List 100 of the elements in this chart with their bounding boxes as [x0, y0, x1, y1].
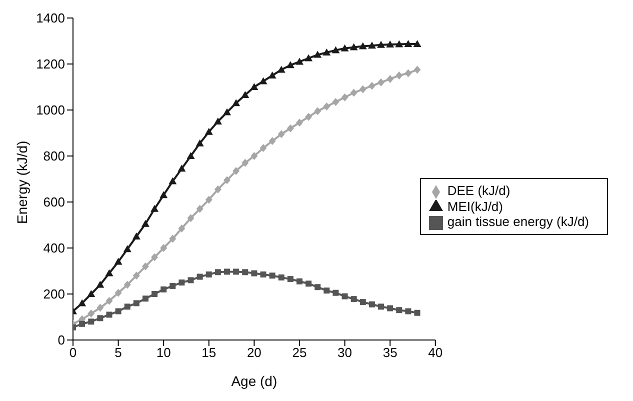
- point: [260, 144, 267, 152]
- point: [242, 269, 248, 276]
- point: [332, 98, 340, 106]
- point: [96, 304, 104, 312]
- point: [250, 83, 258, 90]
- point: [214, 185, 222, 194]
- point: [377, 40, 386, 48]
- point: [296, 278, 302, 284]
- point: [214, 269, 221, 276]
- point: [414, 310, 420, 316]
- point: [187, 214, 194, 222]
- point: [250, 152, 258, 160]
- point: [188, 277, 194, 284]
- point: [241, 91, 250, 98]
- point: [87, 290, 96, 297]
- point: [404, 69, 412, 78]
- point: [206, 271, 212, 278]
- y-tick-label: 800: [43, 148, 65, 164]
- point: [287, 276, 294, 282]
- point: [88, 318, 94, 325]
- point: [359, 85, 366, 94]
- point: [223, 108, 232, 116]
- point: [304, 54, 313, 62]
- point: [342, 293, 348, 300]
- point: [168, 177, 177, 184]
- x-tick-label: 15: [202, 345, 216, 360]
- x-tick-label: 40: [428, 345, 443, 360]
- x-tick-label: 35: [382, 345, 398, 360]
- point: [79, 320, 86, 327]
- point: [96, 280, 104, 288]
- point: [414, 66, 421, 74]
- y-tick-label: 200: [43, 286, 65, 302]
- point: [295, 58, 304, 65]
- point: [204, 128, 213, 135]
- point: [224, 268, 230, 275]
- x-tick-label: 5: [114, 345, 122, 360]
- point: [358, 42, 367, 50]
- point: [278, 130, 285, 138]
- point: [205, 196, 212, 204]
- point: [306, 280, 312, 287]
- point: [160, 191, 168, 198]
- point: [142, 296, 148, 302]
- x-tick-label: 30: [338, 345, 352, 360]
- point: [160, 286, 167, 292]
- point: [124, 280, 131, 289]
- point: [268, 137, 276, 146]
- point: [142, 262, 149, 270]
- point: [324, 288, 330, 294]
- point: [350, 296, 357, 302]
- point: [196, 204, 204, 213]
- legend-label: gain tissue energy (kJ/d): [447, 214, 589, 230]
- point: [186, 152, 195, 159]
- point: [178, 224, 186, 232]
- point: [178, 164, 186, 172]
- point: [413, 40, 422, 47]
- point: [322, 48, 331, 56]
- point: [296, 118, 303, 127]
- point: [386, 74, 394, 83]
- point: [78, 299, 86, 306]
- point: [123, 245, 132, 252]
- point: [350, 43, 358, 50]
- point: [386, 40, 394, 48]
- point: [133, 300, 140, 306]
- point: [305, 112, 312, 121]
- point: [106, 312, 112, 318]
- y-tick-label: 600: [43, 194, 65, 210]
- point: [378, 304, 384, 310]
- point: [277, 66, 286, 73]
- point: [341, 93, 348, 102]
- point: [368, 42, 376, 49]
- point: [368, 82, 376, 90]
- point: [314, 50, 322, 58]
- point: [114, 288, 122, 297]
- point: [259, 77, 268, 84]
- y-tick-label: 1400: [36, 10, 65, 26]
- point: [105, 269, 114, 276]
- point: [150, 204, 159, 212]
- point: [286, 61, 294, 68]
- point: [314, 284, 321, 290]
- y-tick-label: 0: [58, 332, 65, 348]
- point: [169, 234, 176, 243]
- point: [314, 107, 322, 116]
- point: [224, 176, 231, 184]
- point: [340, 44, 349, 52]
- legend-label: DEE (kJ/d): [447, 183, 510, 198]
- point: [196, 139, 204, 146]
- x-tick-label: 0: [69, 345, 77, 360]
- point: [152, 291, 158, 297]
- point: [368, 301, 375, 308]
- point: [132, 232, 140, 240]
- x-tick-label: 10: [156, 345, 171, 360]
- point: [106, 296, 113, 305]
- point: [278, 274, 284, 280]
- point: [286, 124, 294, 132]
- point: [396, 307, 402, 314]
- point: [124, 304, 130, 310]
- point: [151, 253, 158, 262]
- point: [387, 305, 394, 312]
- x-tick-label: 20: [246, 345, 262, 360]
- point: [88, 310, 95, 318]
